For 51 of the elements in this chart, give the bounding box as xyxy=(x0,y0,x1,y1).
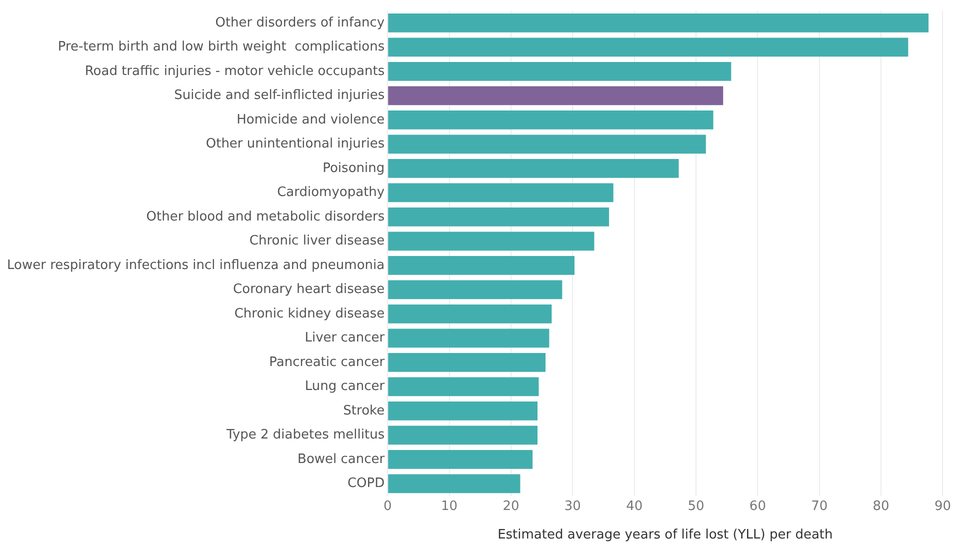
x-tick-label: 0 xyxy=(383,498,392,514)
y-tick-label: Liver cancer xyxy=(304,330,386,346)
bar xyxy=(388,280,562,300)
y-tick-label: Pre-term birth and low birth weight complications xyxy=(58,40,385,55)
y-tick-label: Lower respiratory infections incl influenza and pneumonia xyxy=(6,258,385,273)
x-tick-label: 50 xyxy=(688,498,704,514)
y-tick-label: Chronic liver disease xyxy=(249,234,385,249)
bar xyxy=(388,401,538,420)
bar xyxy=(388,450,533,469)
y-tick-label: Lung cancer xyxy=(304,379,386,394)
bar xyxy=(388,377,539,396)
x-tick-label: 70 xyxy=(811,498,828,514)
y-tick-label: COPD xyxy=(347,476,385,492)
x-tick-label: 20 xyxy=(502,498,520,514)
y-tick-label: Stroke xyxy=(343,403,385,418)
y-tick-label: Pancreatic cancer xyxy=(269,354,386,370)
x-tick-label: 60 xyxy=(749,498,766,514)
x-axis-title: Estimated average years of life lost (YLL) per death xyxy=(498,528,833,543)
y-tick-label: Cardiomyopathy xyxy=(277,185,385,200)
bar xyxy=(388,207,610,226)
y-tick-label: Road traffic injuries - motor vehicle occupants xyxy=(84,64,385,79)
y-tick-label: Homicide and violence xyxy=(236,112,385,128)
bar xyxy=(388,426,538,445)
y-tick-label: Other blood and metabolic disorders xyxy=(146,209,385,224)
y-tick-label: Suicide and self-inflicted injuries xyxy=(174,88,385,104)
x-tick-label: 80 xyxy=(872,498,890,514)
bar xyxy=(388,183,614,202)
y-tick-label: Poisoning xyxy=(322,160,385,176)
bar xyxy=(388,62,732,81)
y-tick-label: Other unintentional injuries xyxy=(206,136,385,152)
y-tick-label: Other disorders of infancy xyxy=(215,15,385,30)
bar xyxy=(388,256,575,275)
bar xyxy=(388,328,550,348)
bar xyxy=(388,134,706,154)
x-tick-label: 90 xyxy=(934,498,951,514)
y-tick-label: Chronic kidney disease xyxy=(234,306,385,322)
y-tick-label: Coronary heart disease xyxy=(233,282,385,298)
bar xyxy=(388,474,520,494)
y-tick-label: Type 2 diabetes mellitus xyxy=(226,428,385,443)
bar xyxy=(388,13,929,32)
x-tick-label: 40 xyxy=(626,498,643,514)
x-tick-label: 30 xyxy=(564,498,581,514)
bar xyxy=(388,38,908,57)
y-tick-label: Bowel cancer xyxy=(298,452,386,467)
x-tick-label: 10 xyxy=(441,498,458,514)
bar xyxy=(388,304,552,324)
bar xyxy=(388,110,714,130)
bar xyxy=(388,158,679,178)
bar xyxy=(388,86,724,106)
bar xyxy=(388,232,594,251)
bar xyxy=(388,352,546,372)
